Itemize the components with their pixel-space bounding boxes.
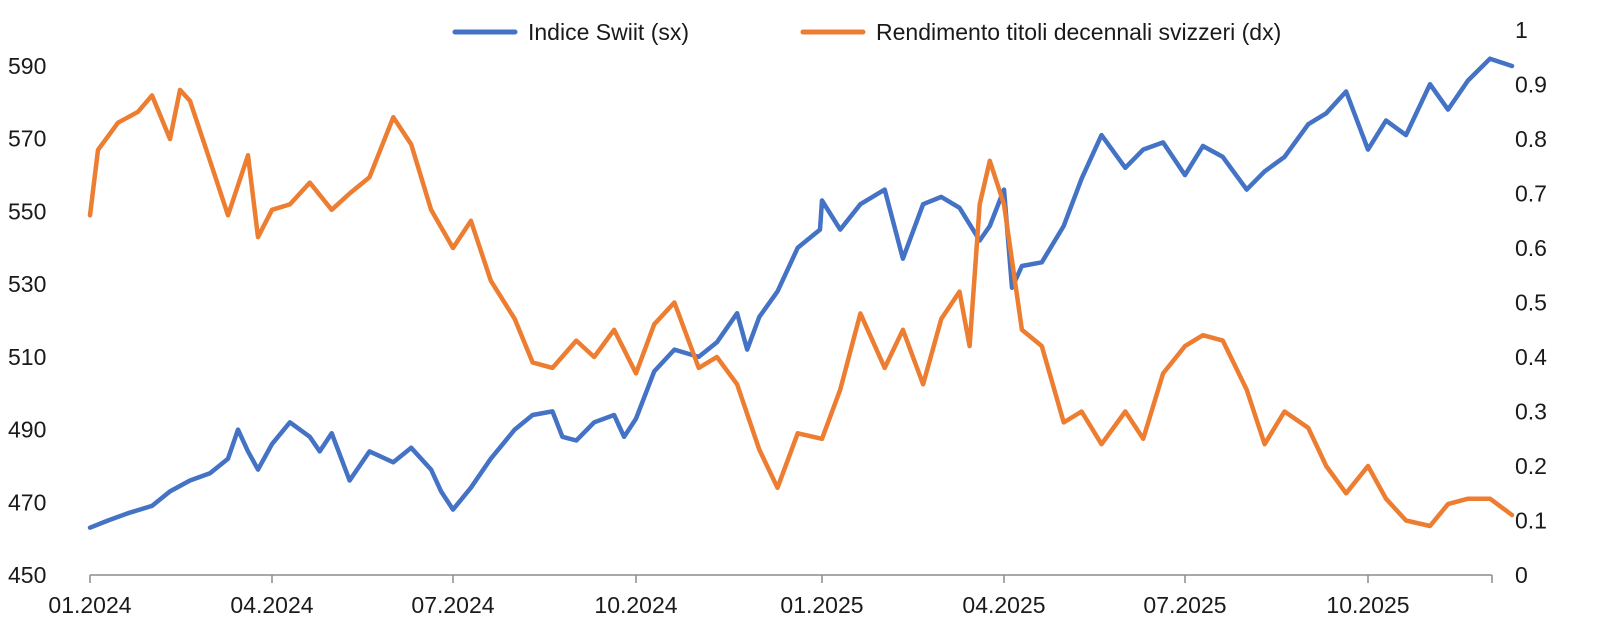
left-y-tick-label: 490 bbox=[8, 417, 46, 443]
legend-label: Rendimento titoli decennali svizzeri (dx… bbox=[876, 19, 1281, 45]
left-y-tick-label: 590 bbox=[8, 53, 46, 79]
left-y-axis-ticks: 450 470 490 510 530 550 570 590 bbox=[8, 53, 46, 588]
right-y-tick-label: 0.5 bbox=[1515, 290, 1547, 316]
series-line-rendimento-decennali bbox=[87, 87, 1515, 529]
x-tick-label: 01.2025 bbox=[780, 592, 863, 618]
left-y-tick-label: 510 bbox=[8, 344, 46, 370]
left-y-tick-label: 550 bbox=[8, 198, 46, 224]
legend-label: Indice Swiit (sx) bbox=[528, 19, 689, 45]
left-y-tick-label: 570 bbox=[8, 126, 46, 152]
left-y-tick-label: 450 bbox=[8, 562, 46, 588]
x-tick-label: 10.2025 bbox=[1326, 592, 1409, 618]
right-y-tick-label: 0.4 bbox=[1515, 344, 1547, 370]
right-y-tick-label: 0.1 bbox=[1515, 508, 1547, 534]
right-y-tick-label: 0.8 bbox=[1515, 126, 1547, 152]
x-tick-label: 07.2025 bbox=[1143, 592, 1226, 618]
x-tick-label: 01.2024 bbox=[48, 592, 131, 618]
x-tick-label: 04.2024 bbox=[230, 592, 313, 618]
right-y-tick-label: 0.3 bbox=[1515, 399, 1547, 425]
legend: Indice Swiit (sx) Rendimento titoli decen… bbox=[452, 19, 1281, 45]
x-tick-label: 04.2025 bbox=[962, 592, 1045, 618]
x-tick-label: 07.2024 bbox=[411, 592, 494, 618]
series-line-indice-swiit bbox=[87, 56, 1515, 530]
series-lines bbox=[87, 56, 1515, 530]
x-tick-label: 10.2024 bbox=[594, 592, 677, 618]
right-y-tick-label: 0.6 bbox=[1515, 235, 1547, 261]
right-y-axis-ticks: 0 0.1 0.2 0.3 0.4 0.5 0.6 0.7 0.8 0.9 1 bbox=[1515, 17, 1547, 588]
left-y-tick-label: 470 bbox=[8, 489, 46, 515]
right-y-tick-label: 0.2 bbox=[1515, 453, 1547, 479]
right-y-tick-label: 0.9 bbox=[1515, 72, 1547, 98]
right-y-tick-label: 1 bbox=[1515, 17, 1528, 43]
right-y-tick-label: 0 bbox=[1515, 562, 1528, 588]
right-y-tick-label: 0.7 bbox=[1515, 181, 1547, 207]
left-y-tick-label: 530 bbox=[8, 271, 46, 297]
x-axis-ticks: 01.2024 04.2024 07.2024 10.2024 01.2025 04.20… bbox=[48, 575, 1493, 618]
